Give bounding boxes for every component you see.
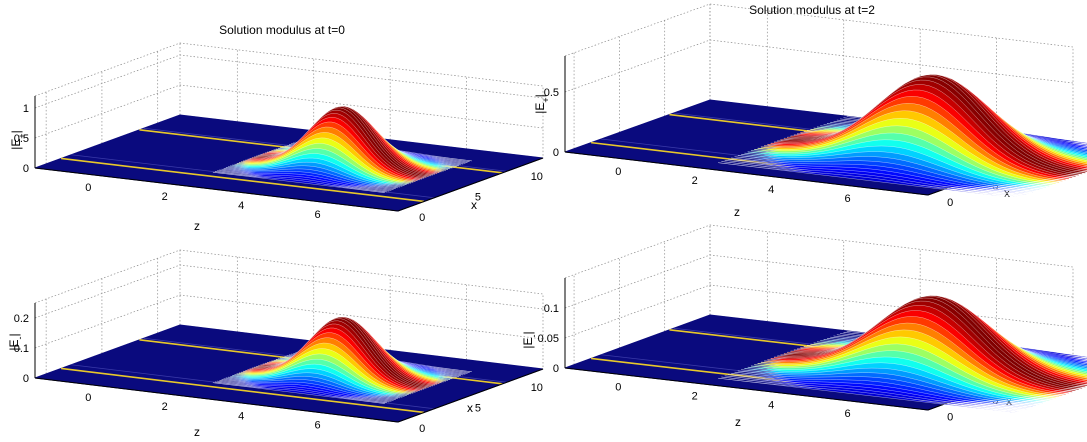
x-tick-label: 2 bbox=[692, 390, 698, 402]
x-tick-label: 0 bbox=[615, 166, 621, 178]
x-tick-label: 6 bbox=[845, 408, 851, 420]
x-tick-label: 2 bbox=[162, 191, 168, 203]
z-tick-label: 0.1 bbox=[544, 303, 559, 315]
x-tick-label: 2 bbox=[162, 401, 168, 413]
x-tick-label: 6 bbox=[845, 193, 851, 205]
x-tick-label: 4 bbox=[768, 184, 774, 196]
axes-box: 0 2 4 6 0 5 10 0 0.1 0.2 bbox=[14, 249, 544, 435]
y-axis-label: x bbox=[1006, 394, 1012, 408]
plot-title: Solution modulus at t=0 bbox=[219, 23, 345, 37]
x-tick-label: 0 bbox=[615, 382, 621, 394]
plot-e-minus-t2: z x |E-| 024605101500.050.1 bbox=[521, 224, 1087, 429]
z-tick-label: 0 bbox=[23, 163, 29, 175]
gridline-value bbox=[34, 84, 544, 139]
x-tick-label: 4 bbox=[768, 399, 774, 411]
y-tick-label: 0 bbox=[947, 412, 953, 424]
z-tick-label: 0 bbox=[23, 373, 29, 385]
z-axis-label: |E+| bbox=[533, 94, 551, 114]
surface-strip bbox=[718, 378, 1017, 413]
gridline-value bbox=[564, 254, 1074, 309]
x-tick-label: 6 bbox=[315, 420, 321, 432]
surface-strip bbox=[212, 172, 385, 193]
y-axis-label: x bbox=[467, 401, 473, 415]
z-tick-label: 0.5 bbox=[544, 87, 559, 99]
gridline-value bbox=[34, 264, 544, 319]
surface-peak bbox=[212, 316, 472, 404]
x-tick-label: 0 bbox=[85, 182, 91, 194]
x-axis-label: z bbox=[194, 425, 200, 439]
y-axis-line bbox=[397, 368, 544, 423]
z-tick-label: 0.2 bbox=[14, 313, 29, 325]
y-tick-label: 10 bbox=[531, 171, 543, 183]
gridline-value bbox=[564, 39, 1074, 93]
surface-peak bbox=[718, 295, 1087, 413]
x-axis-label: z bbox=[734, 205, 740, 219]
gridline-value bbox=[34, 294, 544, 349]
y-axis-line bbox=[397, 157, 544, 212]
y-tick-label: 0 bbox=[419, 212, 425, 224]
gridline-value bbox=[34, 54, 544, 109]
gridline-value bbox=[564, 284, 1074, 339]
floor-mesh-line bbox=[71, 154, 435, 199]
x-axis-line bbox=[34, 167, 399, 212]
back-wall-left bbox=[34, 249, 544, 369]
z-tick-label: 0 bbox=[553, 147, 559, 159]
boundary-trace bbox=[61, 367, 425, 414]
x-axis-line bbox=[564, 151, 929, 196]
y-tick-label: 5 bbox=[475, 192, 481, 204]
back-wall-left bbox=[34, 42, 544, 158]
y-axis-label: x bbox=[1004, 186, 1010, 200]
z-axis-label: |E-| bbox=[7, 333, 25, 350]
x-tick-label: 6 bbox=[315, 209, 321, 221]
x-axis-label: z bbox=[735, 415, 741, 429]
x-tick-label: 2 bbox=[692, 175, 698, 187]
z-tick-label: 0 bbox=[553, 363, 559, 375]
y-tick-label: 5 bbox=[992, 181, 998, 193]
back-wall-left bbox=[564, 3, 1074, 143]
x-axis-line bbox=[34, 377, 399, 423]
y-tick-label: 5 bbox=[475, 403, 481, 415]
z-axis-label: |E-| bbox=[521, 331, 539, 348]
z-tick-label: 0.05 bbox=[538, 333, 559, 345]
surface-strip bbox=[212, 382, 385, 404]
boundary-trace bbox=[61, 157, 425, 203]
plot-e-minus-t0: z x |E-| 0 2 4 6 0 5 10 0 0.1 0.2 bbox=[7, 249, 544, 439]
back-wall-left bbox=[564, 224, 1074, 357]
axes-box: 0 2 4 6 0 5 10 0 0.5 1 bbox=[14, 42, 544, 224]
z-tick-label: 0.1 bbox=[14, 343, 29, 355]
x-tick-label: 4 bbox=[238, 410, 244, 422]
x-tick-label: 0 bbox=[85, 392, 91, 404]
x-axis-line bbox=[564, 367, 929, 411]
plot-e-plus-t2: Solution modulus at t=2 z x |E+| 0 2 4 6 0 5 1… bbox=[533, 3, 1087, 219]
plot-e-plus-t0: Solution modulus at t=0 z x |E+| 0 2 4 6 0 5 1… bbox=[9, 23, 544, 233]
y-tick-label: 0 bbox=[947, 197, 953, 209]
surface-peak bbox=[718, 74, 1087, 199]
y-tick-label: 5 bbox=[992, 395, 998, 407]
floor-mesh-line bbox=[71, 364, 435, 410]
surface-strip bbox=[724, 160, 1023, 196]
y-tick-label: 10 bbox=[531, 382, 543, 394]
surface-peak bbox=[212, 106, 472, 193]
y-axis-label: x bbox=[471, 198, 477, 212]
y-tick-label: 0 bbox=[419, 423, 425, 435]
plot-title: Solution modulus at t=2 bbox=[749, 3, 875, 17]
x-tick-label: 4 bbox=[238, 200, 244, 212]
x-axis-label: z bbox=[194, 219, 200, 233]
z-tick-label: 1 bbox=[23, 103, 29, 115]
z-axis-label: |E+| bbox=[9, 130, 27, 150]
surface-strip bbox=[718, 162, 1017, 199]
z-tick-label: 0.5 bbox=[14, 133, 29, 145]
